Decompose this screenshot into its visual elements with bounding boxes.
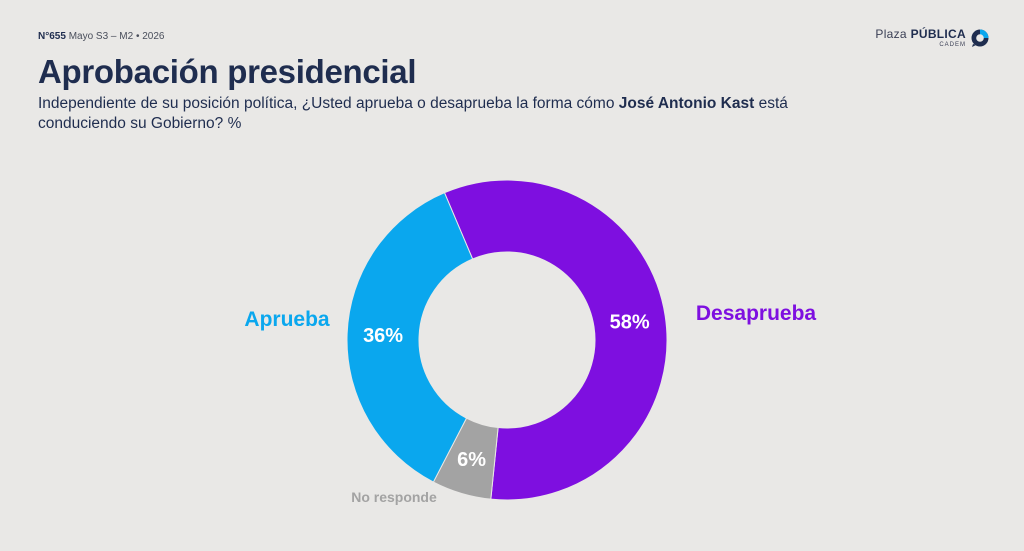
brand-name-light: Plaza [875, 27, 907, 41]
category-label-desaprueba: Desaprueba [696, 302, 817, 325]
speech-bubble-logo-icon [971, 29, 989, 47]
value-label-no-responde: 6% [457, 449, 486, 471]
question-part2: está conduciendo su Gobierno? % [38, 95, 788, 132]
page-title: Aprobación presidencial [38, 53, 417, 90]
value-label-aprueba: 36% [363, 325, 403, 347]
category-label-no-responde: No responde [351, 489, 437, 505]
brand-text: Plaza PÚBLICA CADEM [875, 28, 966, 48]
brand-name: Plaza PÚBLICA [875, 28, 966, 40]
slice-aprueba [346, 192, 474, 483]
issue-number: N°655 [38, 31, 66, 42]
slice-desaprueba [443, 179, 668, 501]
brand-name-bold: PÚBLICA [910, 27, 966, 41]
question-part1: Independiente de su posición política, ¿… [38, 95, 619, 112]
value-label-desaprueba: 58% [610, 311, 650, 333]
brand-sub: CADEM [939, 42, 966, 48]
edition-date: Mayo S3 – M2 • 2026 [68, 31, 165, 42]
edition-info: N°655 Mayo S3 – M2 • 2026 [38, 31, 164, 42]
brand-logo: Plaza PÚBLICA CADEM [875, 28, 990, 48]
survey-question: Independiente de su posición política, ¿… [38, 94, 858, 134]
category-label-aprueba: Aprueba [244, 308, 330, 331]
question-name: José Antonio Kast [618, 95, 755, 112]
